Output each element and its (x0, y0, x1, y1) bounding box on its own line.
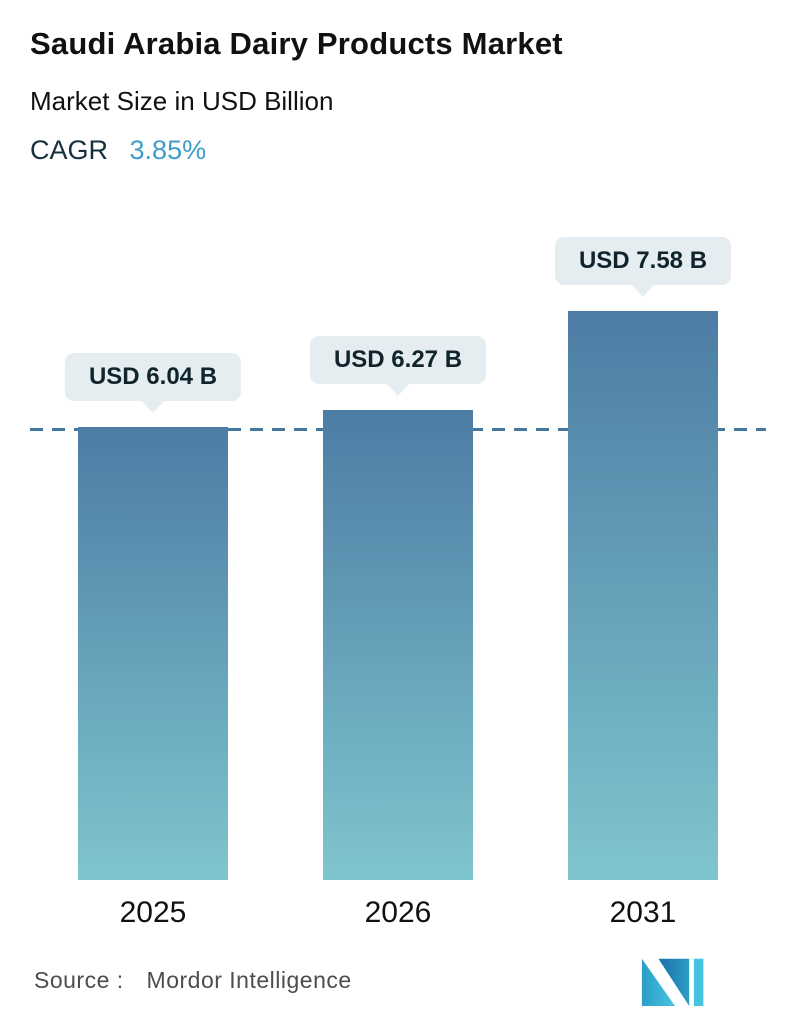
source-label: Source : (34, 966, 124, 993)
chart-header: Saudi Arabia Dairy Products Market Marke… (0, 0, 796, 166)
bar-2026 (323, 410, 473, 880)
axis-label-2025: 2025 (119, 896, 187, 929)
chart-footer: Source : Mordor Intelligence (0, 954, 796, 1006)
bar-group-2031: USD 7.58 B 2031 (554, 237, 732, 930)
cagr-value: 3.85% (129, 135, 207, 165)
bars-row: USD 6.04 B 2025 USD 6.27 B 2026 USD 7.58… (30, 230, 766, 930)
value-label-2026: USD 6.27 B (309, 336, 487, 384)
source-value: Mordor Intelligence (146, 966, 352, 993)
bar-group-2026: USD 6.27 B 2026 (309, 336, 487, 930)
bar-wrap-2025: USD 6.04 B (64, 353, 242, 880)
logo-m-icon (641, 958, 704, 1006)
value-label-2025: USD 6.04 B (64, 353, 242, 401)
mordor-intelligence-logo (640, 954, 710, 1006)
bar-2025 (78, 427, 228, 880)
chart-subtitle: Market Size in USD Billion (30, 86, 334, 116)
axis-label-2026: 2026 (364, 896, 432, 929)
value-label-2031: USD 7.58 B (554, 237, 732, 285)
bar-wrap-2026: USD 6.27 B (309, 336, 487, 880)
bar-chart: USD 6.04 B 2025 USD 6.27 B 2026 USD 7.58… (30, 230, 766, 930)
bar-wrap-2031: USD 7.58 B (554, 237, 732, 880)
source-text: Source : Mordor Intelligence (34, 967, 352, 994)
bar-2031 (568, 311, 718, 880)
cagr-label: CAGR (30, 135, 109, 165)
chart-title: Saudi Arabia Dairy Products Market (30, 26, 563, 61)
cagr-row: CAGR 3.85% (30, 135, 766, 166)
bar-group-2025: USD 6.04 B 2025 (64, 353, 242, 930)
axis-label-2031: 2031 (609, 896, 677, 929)
